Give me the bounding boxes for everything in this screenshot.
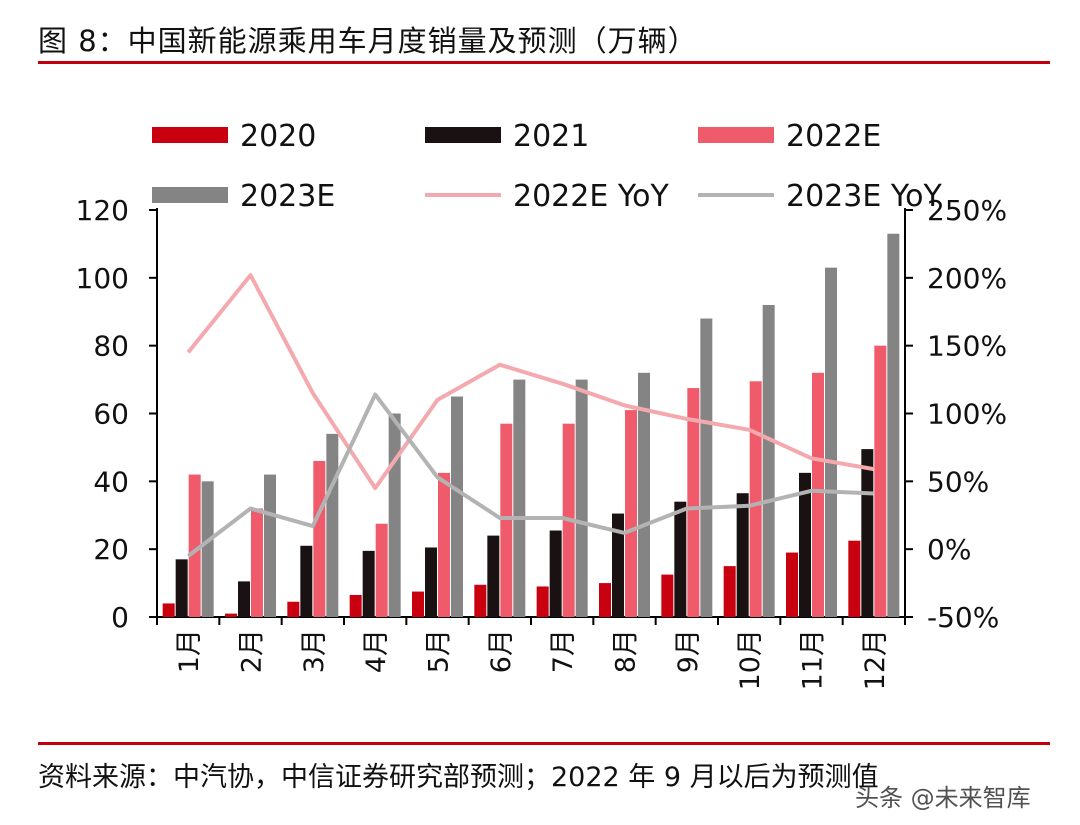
bar-2022e [188,474,201,617]
bar-2023e [326,433,339,617]
bar-2020 [287,601,300,617]
x-tick-label: 4月 [361,629,392,673]
bar-2021 [549,530,562,617]
y-right-tick-label: 250% [927,194,1007,227]
source-note: 资料来源：中汽协，中信证券研究部预测；2022 年 9 月以后为预测值 [38,762,879,793]
bar-2020 [848,540,861,617]
bar-2021 [238,581,250,617]
bar-2023e [825,267,837,617]
bar-2021 [674,501,687,617]
x-tick-label: 8月 [611,629,642,673]
y-left-tick-label: 60 [93,398,129,431]
legend-2023e-yoy-label: 2023E YoY [786,179,943,214]
watermark: 头条 @未来智库 [855,784,1031,812]
bar-2020 [599,583,611,617]
x-tick-label: 7月 [548,629,579,673]
bar-2020 [786,552,798,617]
y-left-tick-label: 0 [111,601,129,634]
bar-2023e [513,379,526,617]
bar-2021 [175,559,188,617]
bar-2021 [487,535,500,617]
bar-2023e [887,233,900,617]
x-tick-label: 6月 [486,629,517,673]
bar-2023e [762,304,775,617]
bar-2020 [162,603,175,617]
line-2023e-yoy [186,392,874,558]
y-left-tick-label: 40 [93,465,129,498]
bar-2022e [251,508,263,617]
bar-2022e [625,410,637,617]
chart: 0 20 40 60 80 100 120 -50% 0% 50% 100% 150% 200% 250%… [76,119,1008,690]
bar-2021 [736,493,749,617]
x-tick-label: 5月 [424,629,455,673]
legend-2021-swatch [425,127,501,143]
bar-2022e [375,523,388,617]
title-rule [38,61,1050,64]
bar-2020 [474,584,487,617]
bar-2022e [500,423,513,617]
bar-2022e [313,460,326,617]
bar-2023e [264,474,276,617]
legend-2022e-swatch [698,127,774,143]
legend-2023e-label: 2023E [240,179,335,214]
bar-2022e [687,388,700,617]
bar-2020 [536,586,549,617]
y-left-tick-label: 100 [76,262,129,295]
bar-2022e [438,472,450,617]
bar-2023e [638,372,650,617]
y-left-tick-label: 120 [76,194,129,227]
legend-2020-swatch [152,127,228,143]
bar-2023e [388,413,401,617]
x-tick-label: 2月 [237,629,268,673]
y-right-tick-label: 150% [927,330,1007,363]
legend-2022e-yoy-label: 2022E YoY [513,179,670,214]
x-tick-label: 11月 [798,629,829,690]
legend-2021-label: 2021 [513,119,589,154]
bar-2020 [723,566,736,617]
y-right-tick-label: 0% [927,533,971,566]
bar-2022e [874,345,887,617]
bar-2020 [225,613,237,617]
y-right-tick-label: 200% [927,262,1007,295]
bar-2021 [300,545,313,617]
x-tick-label: 1月 [174,629,205,673]
y-right-tick-label: 50% [927,465,989,498]
legend-2022e-label: 2022E [786,119,881,154]
bar-2021 [861,449,874,617]
y-left-tick-label: 20 [93,533,129,566]
bar-2021 [425,547,437,617]
bar-2020 [661,574,674,617]
x-tick-label: 12月 [860,629,891,690]
bar-2020 [412,591,424,617]
legend-2020-label: 2020 [240,119,316,154]
bar-2022e [812,372,824,617]
source-rule [38,742,1050,745]
bar-2023e [700,318,713,617]
bar-2022e [749,381,762,617]
bar-2023e [451,396,463,617]
bar-2021 [362,550,375,617]
y-left-tick-label: 80 [93,330,129,363]
bar-2021 [612,513,624,617]
bar-2020 [349,594,362,617]
y-right-tick-label: 100% [927,398,1007,431]
x-tick-label: 3月 [299,629,330,673]
bar-2021 [799,472,811,617]
line-2022e-yoy [186,273,875,491]
bar-2023e [575,379,588,617]
legend-2023e-swatch [152,187,228,203]
y-right-tick-label: -50% [927,601,999,634]
x-tick-label: 9月 [673,629,704,673]
x-tick-label: 10月 [735,629,766,690]
figure-title: 图 8：中国新能源乘用车月度销量及预测（万辆） [38,24,698,58]
bar-2023e [201,481,214,617]
